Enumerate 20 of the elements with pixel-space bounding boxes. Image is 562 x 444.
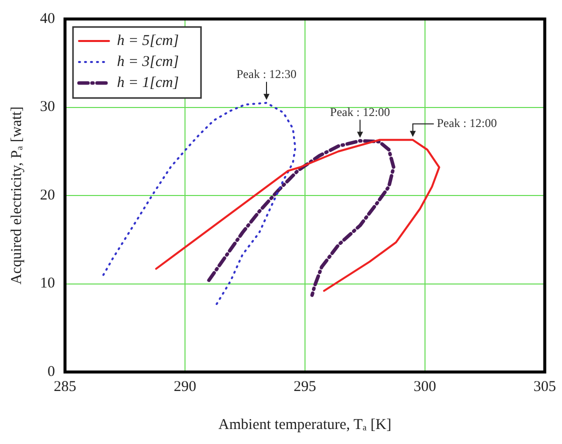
x-axis-title: Ambient temperature, Tₐ [K]: [218, 416, 392, 433]
line-series: [207, 139, 396, 297]
annotation: Peak : 12:30: [236, 66, 296, 81]
x-tick-label: 290: [174, 378, 196, 395]
legend-label: h = 5[cm]: [117, 32, 179, 49]
legend-label: h = 1[cm]: [117, 74, 179, 91]
annotation: Peak : 12:00: [436, 116, 497, 130]
x-tick-label: 295: [294, 378, 316, 395]
y-tick-label: 10: [40, 276, 55, 292]
x-tick-label: 305: [534, 378, 556, 395]
line-series: [102, 102, 296, 306]
x-tick-label: 285: [54, 378, 76, 395]
y-tick-label: 0: [48, 364, 55, 380]
y-tick-label: 20: [40, 187, 55, 204]
y-tick-label: 40: [40, 10, 55, 27]
y-axis-title: Acquired electricity, Pₐ [watt]: [8, 106, 25, 285]
x-tick-label: 300: [414, 378, 436, 395]
annotation: Peak : 12:00: [330, 104, 390, 119]
y-tick-label: 30: [40, 99, 55, 116]
legend-label: h = 3[cm]: [117, 54, 179, 70]
